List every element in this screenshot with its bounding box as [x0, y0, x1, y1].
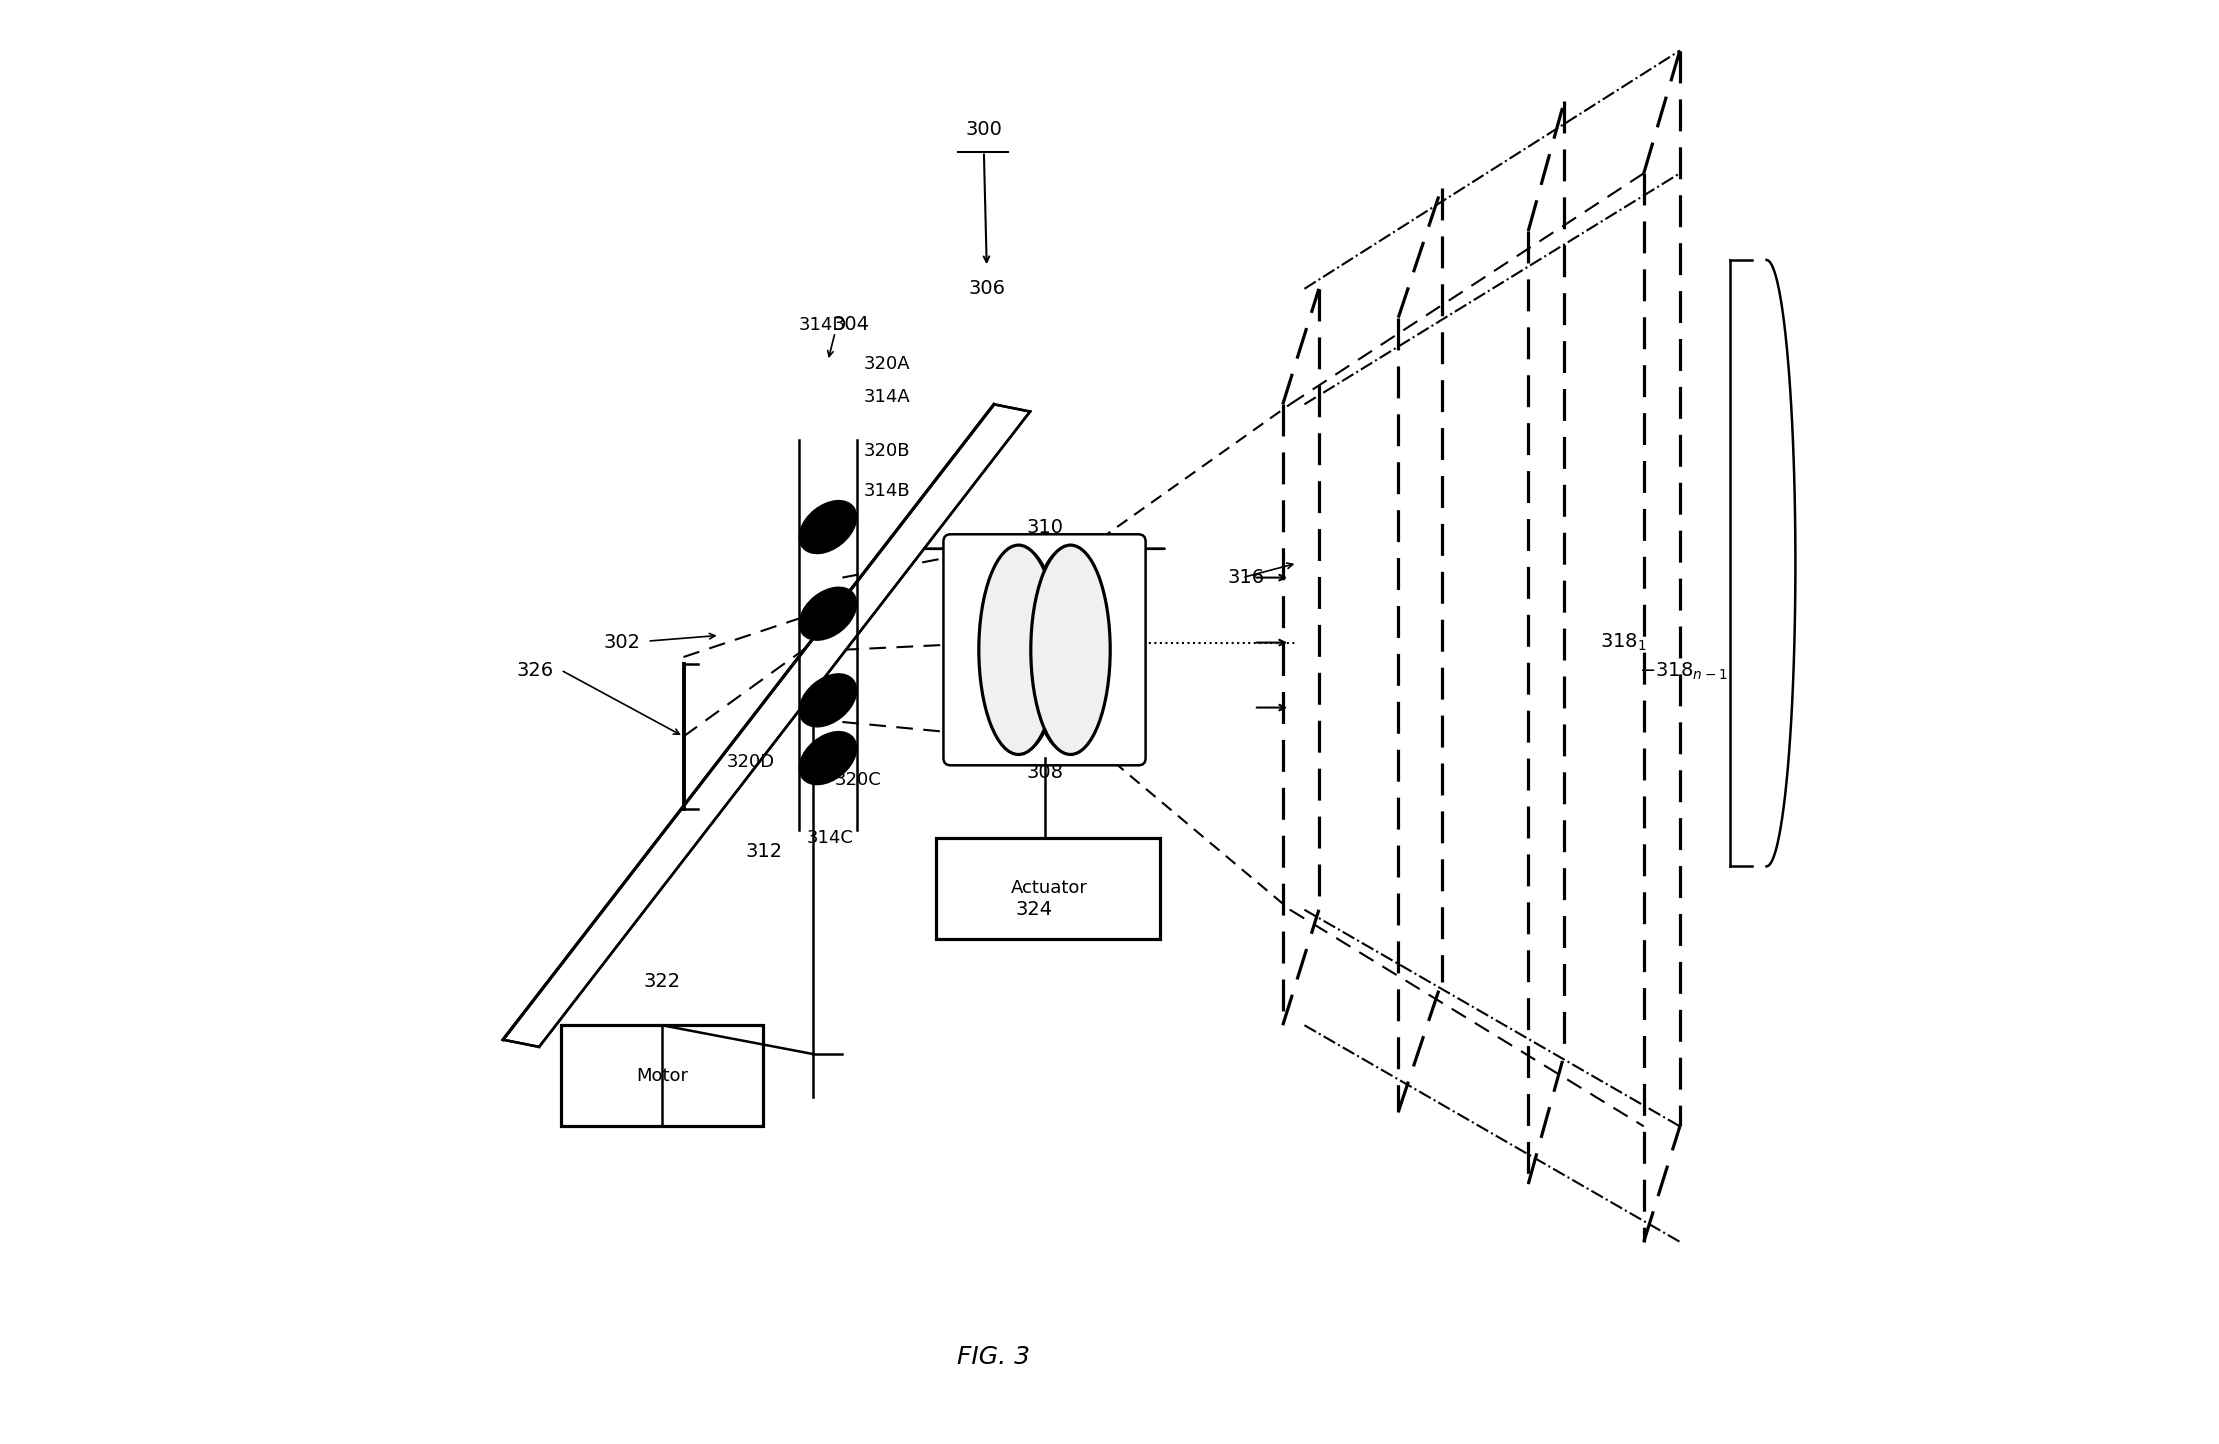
Text: 314D: 314D	[799, 316, 848, 334]
Ellipse shape	[1030, 549, 1103, 751]
Text: 324: 324	[1016, 900, 1054, 920]
Ellipse shape	[799, 588, 857, 640]
Text: Motor: Motor	[637, 1067, 688, 1084]
FancyBboxPatch shape	[943, 534, 1145, 765]
Ellipse shape	[799, 732, 857, 784]
Text: 314B: 314B	[863, 482, 910, 500]
Text: 320A: 320A	[863, 355, 910, 373]
Text: 320D: 320D	[728, 754, 774, 771]
Text: 312: 312	[746, 842, 783, 862]
FancyBboxPatch shape	[561, 1025, 763, 1126]
Text: FIG. 3: FIG. 3	[956, 1346, 1030, 1369]
Text: $318_1$: $318_1$	[1600, 632, 1646, 653]
Text: 320B: 320B	[863, 442, 910, 459]
Text: Actuator: Actuator	[1010, 879, 1087, 897]
Text: 308: 308	[1025, 762, 1063, 783]
Text: 316: 316	[1227, 567, 1265, 588]
Ellipse shape	[987, 549, 1058, 751]
Text: 320C: 320C	[834, 771, 881, 788]
Ellipse shape	[1032, 544, 1110, 754]
Text: 302: 302	[604, 632, 641, 653]
Text: 314C: 314C	[805, 829, 852, 846]
Text: 300: 300	[965, 120, 1003, 140]
Polygon shape	[504, 404, 1030, 1047]
Text: 314A: 314A	[863, 388, 910, 406]
Text: 304: 304	[832, 315, 870, 335]
FancyBboxPatch shape	[936, 838, 1161, 939]
Text: 322: 322	[644, 972, 681, 992]
Text: 310: 310	[1025, 517, 1063, 537]
Ellipse shape	[799, 501, 857, 553]
Text: 306: 306	[967, 279, 1005, 299]
Ellipse shape	[799, 674, 857, 726]
Ellipse shape	[979, 544, 1058, 754]
Text: 326: 326	[517, 660, 553, 680]
Text: $-318_{n-1}$: $-318_{n-1}$	[1640, 661, 1729, 682]
